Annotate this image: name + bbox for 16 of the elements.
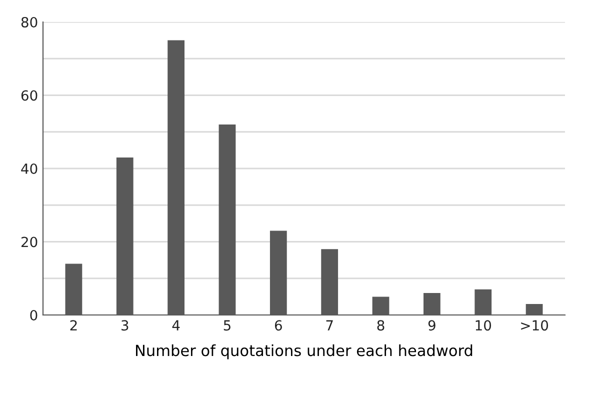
x-tick-label: 4 — [172, 320, 180, 330]
y-tick-label: 40 — [21, 163, 38, 174]
x-tick-label: 5 — [224, 320, 230, 331]
y-tick-label: 0 — [30, 310, 38, 320]
x-tick-label: 2 — [70, 320, 77, 330]
x-tick-label: 10 — [476, 320, 492, 331]
x-tick-label: >10 — [521, 320, 548, 331]
x-tick-label: 3 — [122, 320, 128, 331]
x-tick-label: 9 — [428, 320, 436, 331]
y-tick-label: 20 — [21, 236, 38, 248]
y-tick-label: 60 — [21, 90, 38, 101]
y-tick-label: 80 — [21, 16, 38, 28]
x-tick-label: 6 — [274, 320, 282, 331]
x-tick-label: 7 — [326, 320, 333, 330]
x-axis-title: Number of quotations under each headword — [136, 344, 472, 360]
x-tick-label: 8 — [377, 320, 384, 331]
